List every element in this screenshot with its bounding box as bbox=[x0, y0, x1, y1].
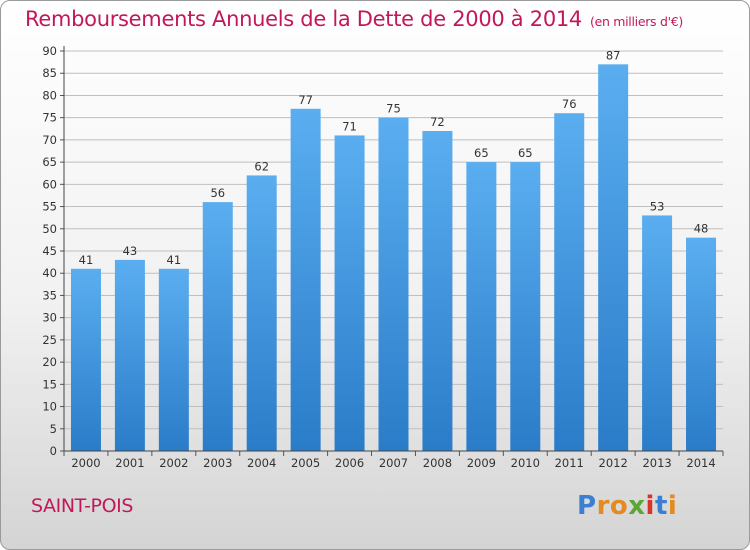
x-tick-label: 2007 bbox=[379, 456, 408, 470]
chart-title: Remboursements Annuels de la Dette de 20… bbox=[25, 7, 683, 31]
bar-2013 bbox=[642, 215, 673, 451]
bar-2002 bbox=[158, 268, 189, 451]
y-tick-label: 75 bbox=[42, 111, 57, 125]
chart-unit: (en milliers d'€) bbox=[590, 14, 683, 29]
y-tick-label: 20 bbox=[42, 355, 57, 369]
x-tick-label: 2009 bbox=[467, 456, 496, 470]
data-label-2014: 48 bbox=[694, 222, 709, 236]
bar-2001 bbox=[114, 259, 145, 451]
y-tick-label: 25 bbox=[42, 333, 57, 347]
labels: 0 5 10 15 20 25 30 35 40 45 50 55 60 65 70 75 80 85 90 41 20… bbox=[42, 44, 715, 470]
data-label-2006: 71 bbox=[342, 119, 357, 133]
bar-2010 bbox=[510, 162, 541, 451]
data-label-2002: 41 bbox=[167, 253, 182, 267]
data-label-2012: 87 bbox=[606, 48, 621, 62]
y-tick-label: 10 bbox=[42, 400, 57, 414]
bar-2005 bbox=[290, 108, 321, 452]
town-name: SAINT-POIS bbox=[31, 495, 134, 517]
bar-2011 bbox=[554, 113, 585, 451]
bar-2006 bbox=[334, 135, 365, 451]
data-label-2004: 62 bbox=[254, 159, 269, 173]
y-tick-label: 0 bbox=[50, 444, 57, 458]
x-tick-label: 2012 bbox=[599, 456, 628, 470]
data-label-2001: 43 bbox=[123, 244, 138, 258]
bar-2009 bbox=[466, 162, 497, 451]
x-tick-label: 2003 bbox=[203, 456, 232, 470]
y-tick-label: 55 bbox=[42, 200, 57, 214]
bar-2004 bbox=[246, 175, 277, 451]
logo-letter: i bbox=[667, 491, 678, 521]
bar-2008 bbox=[422, 131, 453, 451]
y-tick-label: 35 bbox=[42, 288, 57, 302]
bar-2012 bbox=[598, 64, 629, 452]
bar-2007 bbox=[378, 117, 409, 452]
data-label-2013: 53 bbox=[650, 199, 665, 213]
logo-letter: i bbox=[645, 491, 655, 521]
y-tick-label: 80 bbox=[42, 88, 57, 102]
logo-letter: o bbox=[609, 491, 629, 521]
logo-letter: x bbox=[628, 491, 646, 521]
y-tick-label: 40 bbox=[42, 266, 57, 280]
y-tick-label: 30 bbox=[42, 311, 57, 325]
logo-letter: t bbox=[654, 491, 668, 521]
x-tick-label: 2004 bbox=[247, 456, 276, 470]
chart-title-text: Remboursements Annuels de la Dette de 20… bbox=[25, 7, 582, 31]
y-tick-label: 65 bbox=[42, 155, 57, 169]
data-label-2009: 65 bbox=[474, 146, 489, 160]
y-tick-label: 5 bbox=[50, 422, 57, 436]
data-label-2011: 76 bbox=[562, 97, 577, 111]
y-tick-label: 90 bbox=[42, 44, 57, 58]
y-tick-label: 70 bbox=[42, 133, 57, 147]
x-tick-label: 2014 bbox=[686, 456, 715, 470]
x-tick-label: 2006 bbox=[335, 456, 364, 470]
data-label-2008: 72 bbox=[430, 115, 445, 129]
data-label-2007: 75 bbox=[386, 102, 401, 116]
x-tick-label: 2010 bbox=[511, 456, 540, 470]
y-tick-label: 15 bbox=[42, 377, 57, 391]
bar-2003 bbox=[202, 202, 233, 451]
logo-letter: P bbox=[577, 491, 597, 521]
bar-2014 bbox=[686, 237, 717, 451]
y-tick-label: 50 bbox=[42, 222, 57, 236]
x-tick-label: 2001 bbox=[115, 456, 144, 470]
axes bbox=[60, 46, 724, 456]
bar-2000 bbox=[70, 268, 101, 451]
x-tick-label: 2005 bbox=[291, 456, 320, 470]
y-tick-label: 60 bbox=[42, 177, 57, 191]
data-label-2005: 77 bbox=[298, 93, 313, 107]
data-label-2000: 41 bbox=[79, 253, 94, 267]
data-label-2010: 65 bbox=[518, 146, 533, 160]
logo-letter: r bbox=[596, 491, 610, 521]
x-tick-label: 2013 bbox=[642, 456, 671, 470]
y-tick-label: 85 bbox=[42, 66, 57, 80]
x-tick-label: 2011 bbox=[555, 456, 584, 470]
x-tick-label: 2000 bbox=[71, 456, 100, 470]
x-tick-label: 2002 bbox=[159, 456, 188, 470]
x-tick-label: 2008 bbox=[423, 456, 452, 470]
proxiti-logo[interactable]: Proxiti bbox=[577, 491, 677, 521]
y-tick-label: 45 bbox=[42, 244, 57, 258]
bars bbox=[70, 64, 717, 452]
data-label-2003: 56 bbox=[210, 186, 225, 200]
